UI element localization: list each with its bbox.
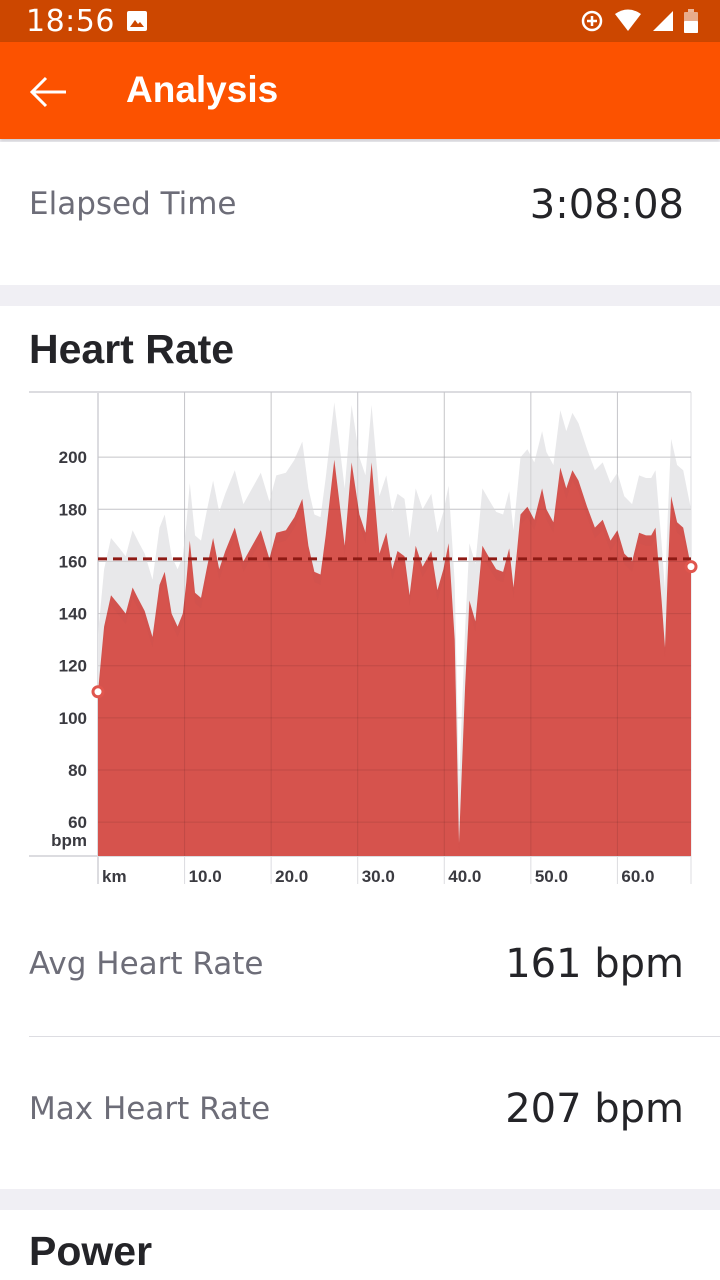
avg-heart-rate-value: 161 bpm <box>505 941 684 987</box>
max-heart-rate-label: Max Heart Rate <box>29 1091 271 1127</box>
battery-icon <box>684 9 698 33</box>
x-axis-labels: km 10.0 20.0 30.0 40.0 50.0 60.0 <box>102 867 655 886</box>
app-bar: Analysis <box>0 42 720 139</box>
elapsed-time-label: Elapsed Time <box>29 186 237 222</box>
heart-rate-area <box>98 459 691 856</box>
status-time: 18:56 <box>26 4 115 39</box>
x-tick-label: 30.0 <box>362 867 395 886</box>
chart-gridlines-front <box>98 392 691 856</box>
x-tick-label: 60.0 <box>621 867 654 886</box>
y-unit-label: bpm <box>51 831 87 850</box>
y-tick-label: 120 <box>59 657 87 676</box>
end-marker <box>684 560 698 574</box>
y-tick-label: 160 <box>59 552 87 571</box>
elapsed-time-card: Elapsed Time 3:08:08 <box>0 142 720 285</box>
power-card: Power <box>0 1210 720 1280</box>
x-tick-label: 50.0 <box>535 867 568 886</box>
heart-rate-card: Heart Rate 200 180 160 140 120 100 80 60 bpm km 1… <box>0 306 720 1189</box>
heart-rate-area-highlight <box>98 470 691 856</box>
power-title: Power <box>29 1228 153 1274</box>
x-tick-label: 10.0 <box>189 867 222 886</box>
back-button[interactable] <box>26 70 74 114</box>
x-tick-label: 20.0 <box>275 867 308 886</box>
max-heart-rate-value: 207 bpm <box>505 1086 684 1132</box>
image-notification-icon <box>127 11 147 31</box>
y-tick-label: 60 <box>68 813 87 832</box>
wifi-icon <box>615 9 641 31</box>
status-bar: 18:56 <box>0 0 720 42</box>
data-saver-icon <box>581 10 603 32</box>
page-title: Analysis <box>126 69 279 110</box>
cell-signal-icon <box>653 11 673 31</box>
y-tick-label: 80 <box>68 761 87 780</box>
y-tick-label: 180 <box>59 500 87 519</box>
row-divider <box>29 1036 720 1037</box>
avg-heart-rate-label: Avg Heart Rate <box>29 946 264 982</box>
back-arrow-icon <box>29 76 66 108</box>
heart-rate-title: Heart Rate <box>29 326 235 372</box>
elapsed-time-value: 3:08:08 <box>529 182 684 228</box>
y-tick-label: 100 <box>59 709 87 728</box>
y-tick-label: 140 <box>59 605 87 624</box>
x-unit-label: km <box>102 867 127 886</box>
x-tick-label: 40.0 <box>448 867 481 886</box>
start-marker <box>91 685 105 699</box>
y-tick-label: 200 <box>59 448 87 467</box>
